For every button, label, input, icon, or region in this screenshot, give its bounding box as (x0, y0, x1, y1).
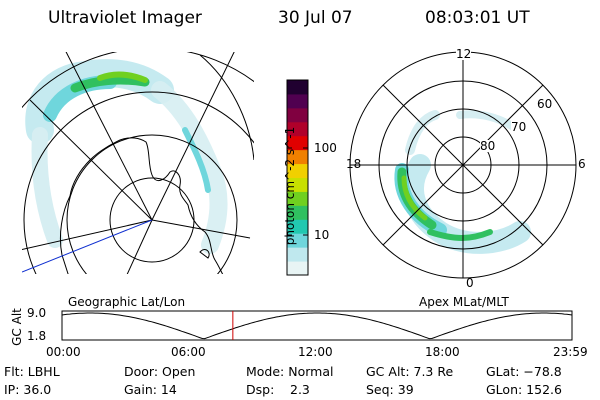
meridian-line (29, 99, 153, 221)
colorbar-unit-label: photon cm^-2 s^-1 (283, 126, 297, 246)
timeline-xtick: 12:00 (298, 345, 333, 359)
left-panel-caption: Geographic Lat/Lon (68, 295, 186, 309)
colorbar-band (287, 177, 308, 192)
mlat-label-80: 80 (480, 139, 496, 153)
timeline-xtick: 00:00 (46, 345, 81, 359)
time-label: 08:03:01 UT (425, 8, 530, 28)
mlt-label-12: 12 (456, 47, 472, 61)
geographic-map (22, 52, 254, 274)
timeline-xtick: 23:59 (553, 345, 588, 359)
timeline-frame (61, 310, 573, 341)
filter-status: Flt: LBHL (4, 364, 60, 379)
aurora-oval-magnetic (394, 110, 531, 254)
meridian-line (126, 219, 153, 274)
mlat-circle-80 (434, 136, 492, 194)
lat-circle-mid (66, 134, 238, 274)
meridian-line (65, 52, 153, 221)
timeline-xtick: 06:00 (171, 345, 206, 359)
gc-altitude-status: GC Alt: 7.3 Re (366, 364, 454, 379)
colorbar-band (287, 80, 308, 95)
magnetic-map (350, 52, 576, 278)
timeline-ytick: 1.8 (27, 329, 47, 343)
timeline-ylabel: GC Alt (10, 308, 24, 346)
mode-status: Mode: Normal (246, 364, 334, 379)
colorbar (287, 80, 308, 276)
timeline-ytick: 9.0 (27, 306, 47, 320)
ip-status: IP: 36.0 (4, 382, 52, 397)
colorbar-band (287, 219, 308, 234)
colorbar-band (287, 121, 308, 137)
right-panel-caption: Apex MLat/MLT (419, 295, 509, 309)
colorbar-band (287, 247, 308, 262)
date-label: 30 Jul 07 (278, 8, 353, 28)
colorbar-frame (286, 79, 309, 276)
coastline (199, 249, 210, 259)
terminator-line (22, 219, 153, 273)
meridian-line (151, 52, 235, 221)
colorbar-tick-label: 10 (314, 228, 330, 242)
coastline (59, 137, 224, 274)
colorbar-band (287, 191, 308, 206)
instrument-title: Ultraviolet Imager (48, 8, 202, 28)
colorbar-band (287, 205, 308, 220)
door-status: Door: Open (124, 364, 196, 379)
dsp-label: Dsp: (246, 382, 275, 397)
aurora-oval-geographic (25, 59, 228, 254)
geographic-longitude: GLon: 152.6 (486, 382, 562, 397)
colorbar-band (287, 135, 308, 151)
colorbar-band (287, 233, 308, 248)
mlt-label-6: 6 (578, 157, 586, 171)
sequence-status: Seq: 39 (366, 382, 414, 397)
mlt-label-0: 0 (466, 276, 474, 290)
mlat-label-60: 60 (537, 97, 553, 111)
timeline-xtick: 18:00 (425, 345, 460, 359)
colorbar-band (287, 149, 308, 165)
colorbar-band (287, 261, 308, 276)
colorbar-band (287, 163, 308, 178)
orbit-altitude-curve (61, 312, 573, 340)
geographic-latitude: GLat: −78.8 (486, 364, 562, 379)
gain-status: Gain: 14 (124, 382, 177, 397)
lat-circle-outer (23, 91, 254, 274)
colorbar-band (287, 93, 308, 109)
mlat-circle-70 (406, 108, 520, 222)
dsp-value: 2.3 (290, 382, 310, 397)
mlat-label-70: 70 (511, 120, 527, 134)
colorbar-tick-label: 100 (314, 141, 337, 155)
meridian-line (22, 219, 153, 251)
mlat-circle-60 (378, 80, 548, 250)
mlt-label-18: 18 (346, 157, 362, 171)
colorbar-band (287, 107, 308, 123)
